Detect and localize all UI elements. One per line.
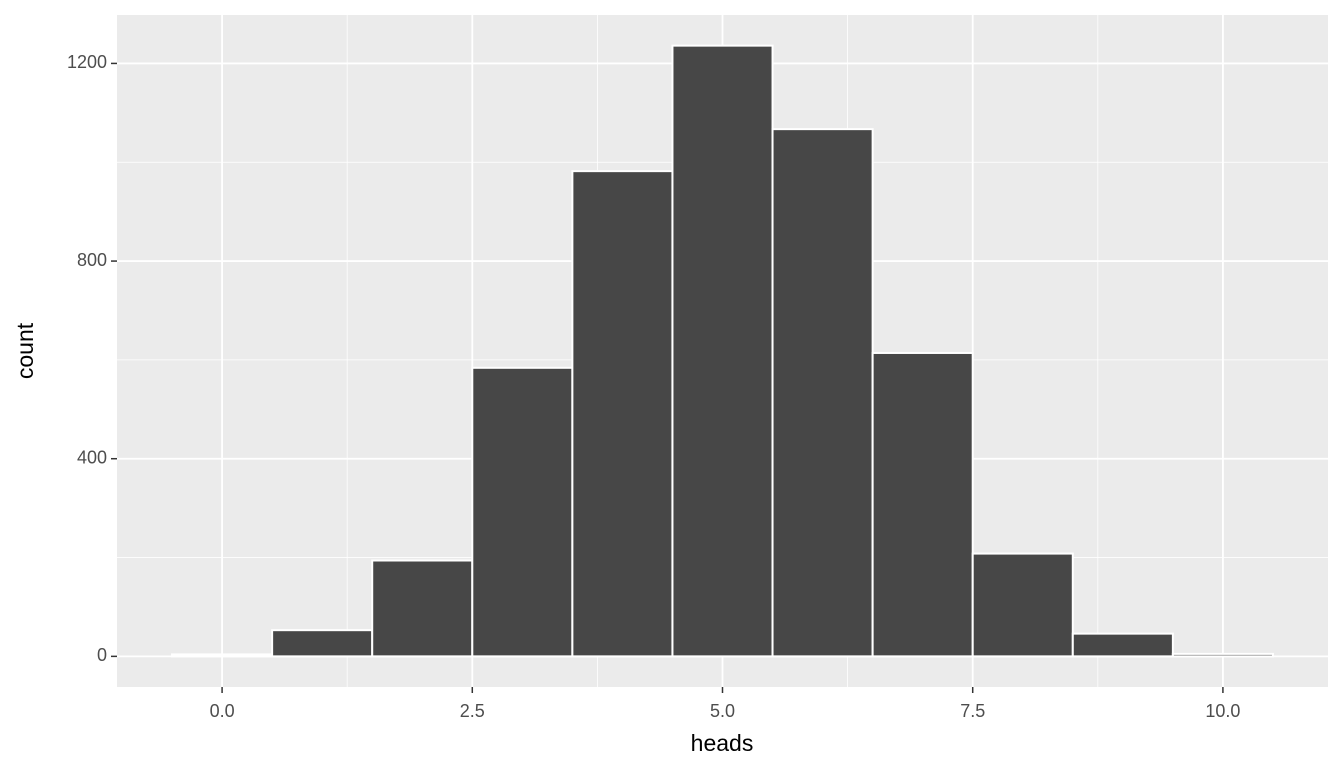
- bar: [871, 351, 974, 658]
- bar: [171, 653, 274, 658]
- bar: [1171, 652, 1274, 658]
- bar: [271, 629, 374, 658]
- x-tick-label: 5.0: [710, 701, 735, 721]
- bar: [771, 128, 874, 658]
- y-tick-label: 0: [97, 645, 107, 665]
- bar: [1071, 632, 1174, 658]
- bar: [471, 366, 574, 658]
- y-tick-label: 400: [77, 447, 107, 467]
- x-axis-title: heads: [691, 730, 754, 756]
- y-axis-title: count: [12, 322, 38, 379]
- bar: [671, 44, 774, 658]
- bar: [371, 559, 474, 658]
- x-tick-label: 2.5: [460, 701, 485, 721]
- bar: [971, 552, 1074, 658]
- x-tick-label: 0.0: [210, 701, 235, 721]
- x-tick-label: 10.0: [1205, 701, 1240, 721]
- bar: [571, 170, 674, 658]
- x-tick-label: 7.5: [960, 701, 985, 721]
- y-tick-label: 1200: [67, 52, 107, 72]
- y-tick-label: 800: [77, 250, 107, 270]
